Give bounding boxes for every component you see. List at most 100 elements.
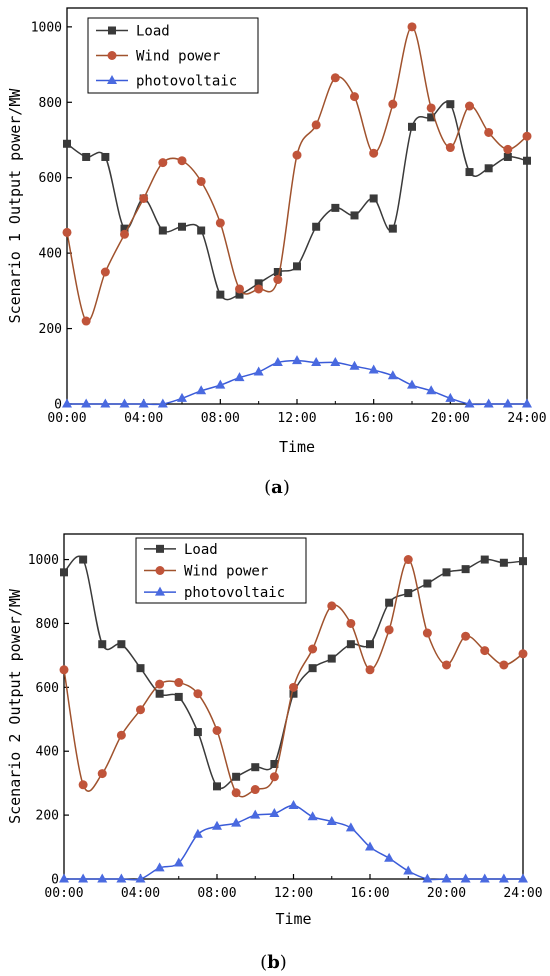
- x-tick-label: 00:00: [44, 886, 83, 901]
- data-point: [254, 284, 264, 294]
- data-point: [445, 392, 456, 402]
- data-point: [273, 268, 282, 276]
- series-wind-power: [62, 22, 532, 326]
- y-tick-label: 0: [51, 873, 59, 888]
- data-point: [522, 131, 532, 141]
- panel-label-close: ): [283, 477, 290, 498]
- data-point: [442, 660, 451, 670]
- legend-marker: [107, 51, 117, 60]
- data-point: [480, 555, 489, 564]
- data-point: [311, 357, 322, 367]
- data-point: [326, 816, 337, 825]
- data-point: [138, 398, 149, 408]
- x-tick-label: 08:00: [197, 886, 236, 901]
- data-point: [136, 664, 145, 673]
- data-point: [403, 865, 414, 875]
- data-point: [308, 644, 318, 654]
- data-point: [174, 692, 183, 701]
- data-point: [100, 267, 110, 277]
- data-point: [388, 224, 397, 233]
- data-point: [254, 279, 263, 288]
- data-point: [116, 730, 126, 740]
- data-point: [368, 364, 379, 374]
- data-point: [174, 678, 184, 688]
- data-point: [158, 158, 168, 168]
- data-point: [330, 73, 340, 83]
- x-axis-title: Time: [279, 438, 315, 456]
- data-point: [327, 601, 337, 611]
- data-point: [117, 640, 126, 649]
- data-point: [519, 557, 527, 566]
- data-point: [157, 398, 168, 408]
- data-point: [312, 222, 321, 231]
- x-tick-label: 16:00: [354, 411, 393, 426]
- data-point: [235, 290, 244, 299]
- data-point: [518, 649, 528, 659]
- data-point: [270, 760, 279, 768]
- data-point: [100, 398, 111, 408]
- data-point: [484, 164, 493, 173]
- x-tick-label: 12:00: [274, 886, 313, 901]
- data-point: [423, 579, 432, 588]
- data-point: [139, 193, 149, 203]
- data-point: [330, 357, 341, 367]
- data-point: [173, 857, 184, 867]
- chart-panel-b: 0 200 400 600 800 1000 00:00 04:00 08:00 12:00 16:…: [6, 533, 543, 973]
- panel-label-open: (: [260, 952, 267, 973]
- panel-label-letter: a: [271, 477, 283, 498]
- data-point: [479, 873, 490, 883]
- data-point: [78, 873, 89, 883]
- data-point: [404, 589, 413, 598]
- data-point: [369, 148, 379, 158]
- data-point: [120, 224, 129, 233]
- data-point: [212, 820, 222, 830]
- legend-marker: [107, 75, 117, 84]
- data-point: [480, 646, 490, 656]
- legend-label: Load: [136, 24, 170, 40]
- data-point: [177, 156, 187, 166]
- data-point: [346, 618, 356, 628]
- data-point: [461, 565, 470, 574]
- y-tick-label: 400: [39, 247, 62, 262]
- series-load: [60, 555, 527, 791]
- data-point: [116, 873, 127, 883]
- data-point: [197, 226, 206, 235]
- data-point: [522, 398, 532, 408]
- data-point: [503, 144, 513, 154]
- legend: Load Wind power photovoltaic: [135, 537, 307, 604]
- data-point: [192, 828, 203, 838]
- y-tick-label: 1000: [28, 553, 59, 568]
- data-point: [292, 150, 302, 160]
- x-tick-label: 24:00: [503, 886, 542, 901]
- data-point: [426, 385, 437, 395]
- data-point: [387, 370, 398, 380]
- y-tick-label: 800: [36, 617, 59, 632]
- data-point: [350, 92, 359, 102]
- y-tick-label: 800: [39, 96, 62, 111]
- y-axis-title: Scenario 2 Output power/MW: [6, 588, 24, 824]
- data-point: [158, 226, 167, 235]
- data-point: [311, 120, 321, 130]
- data-point: [212, 725, 222, 735]
- y-tick-label: 200: [39, 322, 62, 337]
- x-tick-label: 12:00: [277, 411, 316, 426]
- y-tick-label: 600: [36, 681, 59, 696]
- data-point: [120, 229, 129, 239]
- data-point: [498, 873, 509, 883]
- data-point: [101, 152, 110, 161]
- series-photovoltaic: [59, 800, 528, 883]
- y-tick-label: 200: [36, 809, 59, 824]
- y-tick-label: 0: [54, 398, 62, 413]
- data-point: [273, 275, 283, 285]
- data-point: [79, 555, 88, 564]
- legend-label: Wind power: [136, 49, 220, 65]
- legend-marker: [155, 566, 165, 575]
- data-point: [441, 873, 452, 883]
- legend-label: photovoltaic: [184, 585, 285, 601]
- data-point: [484, 127, 494, 137]
- data-point: [292, 355, 302, 365]
- y-tick-label: 600: [39, 171, 62, 186]
- data-point: [232, 772, 241, 781]
- data-point: [422, 873, 433, 883]
